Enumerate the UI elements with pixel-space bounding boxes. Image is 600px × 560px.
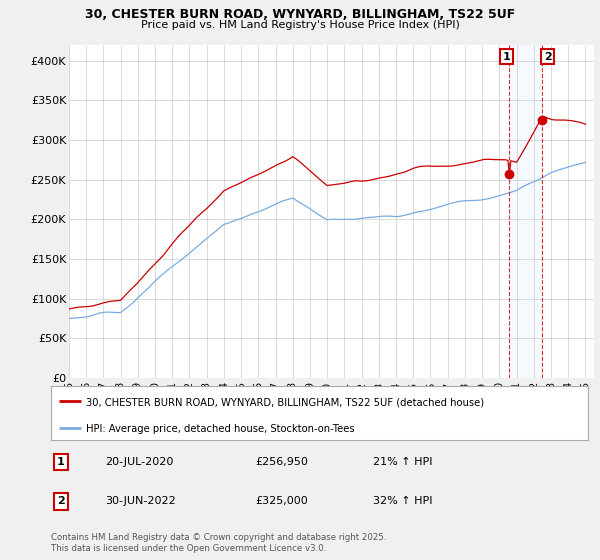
Text: 30-JUN-2022: 30-JUN-2022 (105, 496, 175, 506)
Text: HPI: Average price, detached house, Stockton-on-Tees: HPI: Average price, detached house, Stoc… (86, 424, 355, 434)
Text: 21% ↑ HPI: 21% ↑ HPI (373, 458, 433, 468)
Text: 30, CHESTER BURN ROAD, WYNYARD, BILLINGHAM, TS22 5UF: 30, CHESTER BURN ROAD, WYNYARD, BILLINGH… (85, 8, 515, 21)
Text: 20-JUL-2020: 20-JUL-2020 (105, 458, 173, 468)
Bar (509, 45, 542, 378)
Text: 1: 1 (57, 458, 65, 468)
Text: £256,950: £256,950 (255, 458, 308, 468)
Text: 1: 1 (502, 52, 510, 62)
Text: 32% ↑ HPI: 32% ↑ HPI (373, 496, 433, 506)
Text: 2: 2 (544, 52, 551, 62)
Text: £325,000: £325,000 (255, 496, 308, 506)
Text: Price paid vs. HM Land Registry's House Price Index (HPI): Price paid vs. HM Land Registry's House … (140, 20, 460, 30)
Text: Contains HM Land Registry data © Crown copyright and database right 2025.
This d: Contains HM Land Registry data © Crown c… (51, 533, 386, 553)
Text: 30, CHESTER BURN ROAD, WYNYARD, BILLINGHAM, TS22 5UF (detached house): 30, CHESTER BURN ROAD, WYNYARD, BILLINGH… (86, 398, 484, 407)
Text: 2: 2 (57, 496, 65, 506)
